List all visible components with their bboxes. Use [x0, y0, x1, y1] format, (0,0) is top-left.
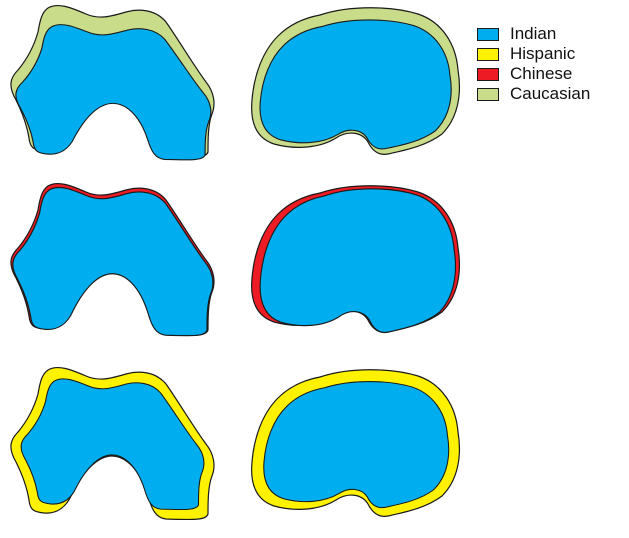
legend-item-chinese: Chinese [477, 64, 590, 84]
femur-indian-vs-chinese [10, 182, 215, 337]
femur-indian-vs-caucasian [10, 4, 215, 161]
legend-label-caucasian: Caucasian [510, 84, 591, 103]
tibia-indian-vs-chinese [251, 185, 461, 334]
legend-label-chinese: Chinese [510, 64, 573, 83]
legend-label-hispanic: Hispanic [510, 44, 576, 63]
legend-item-indian: Indian [477, 24, 590, 44]
legend-swatch-caucasian [477, 87, 499, 101]
tibia-indian-vs-hispanic [251, 369, 461, 517]
legend-swatch-hispanic [477, 47, 499, 61]
legend: Indian Hispanic Chinese Caucasian [477, 24, 590, 104]
legend-item-hispanic: Hispanic [477, 44, 590, 64]
legend-swatch-indian [477, 27, 499, 41]
legend-label-indian: Indian [510, 24, 557, 43]
femur-indian-vs-hispanic [10, 366, 215, 521]
legend-swatch-chinese [477, 67, 499, 81]
legend-item-caucasian: Caucasian [477, 84, 590, 104]
tibia-indian-vs-caucasian [251, 7, 461, 155]
